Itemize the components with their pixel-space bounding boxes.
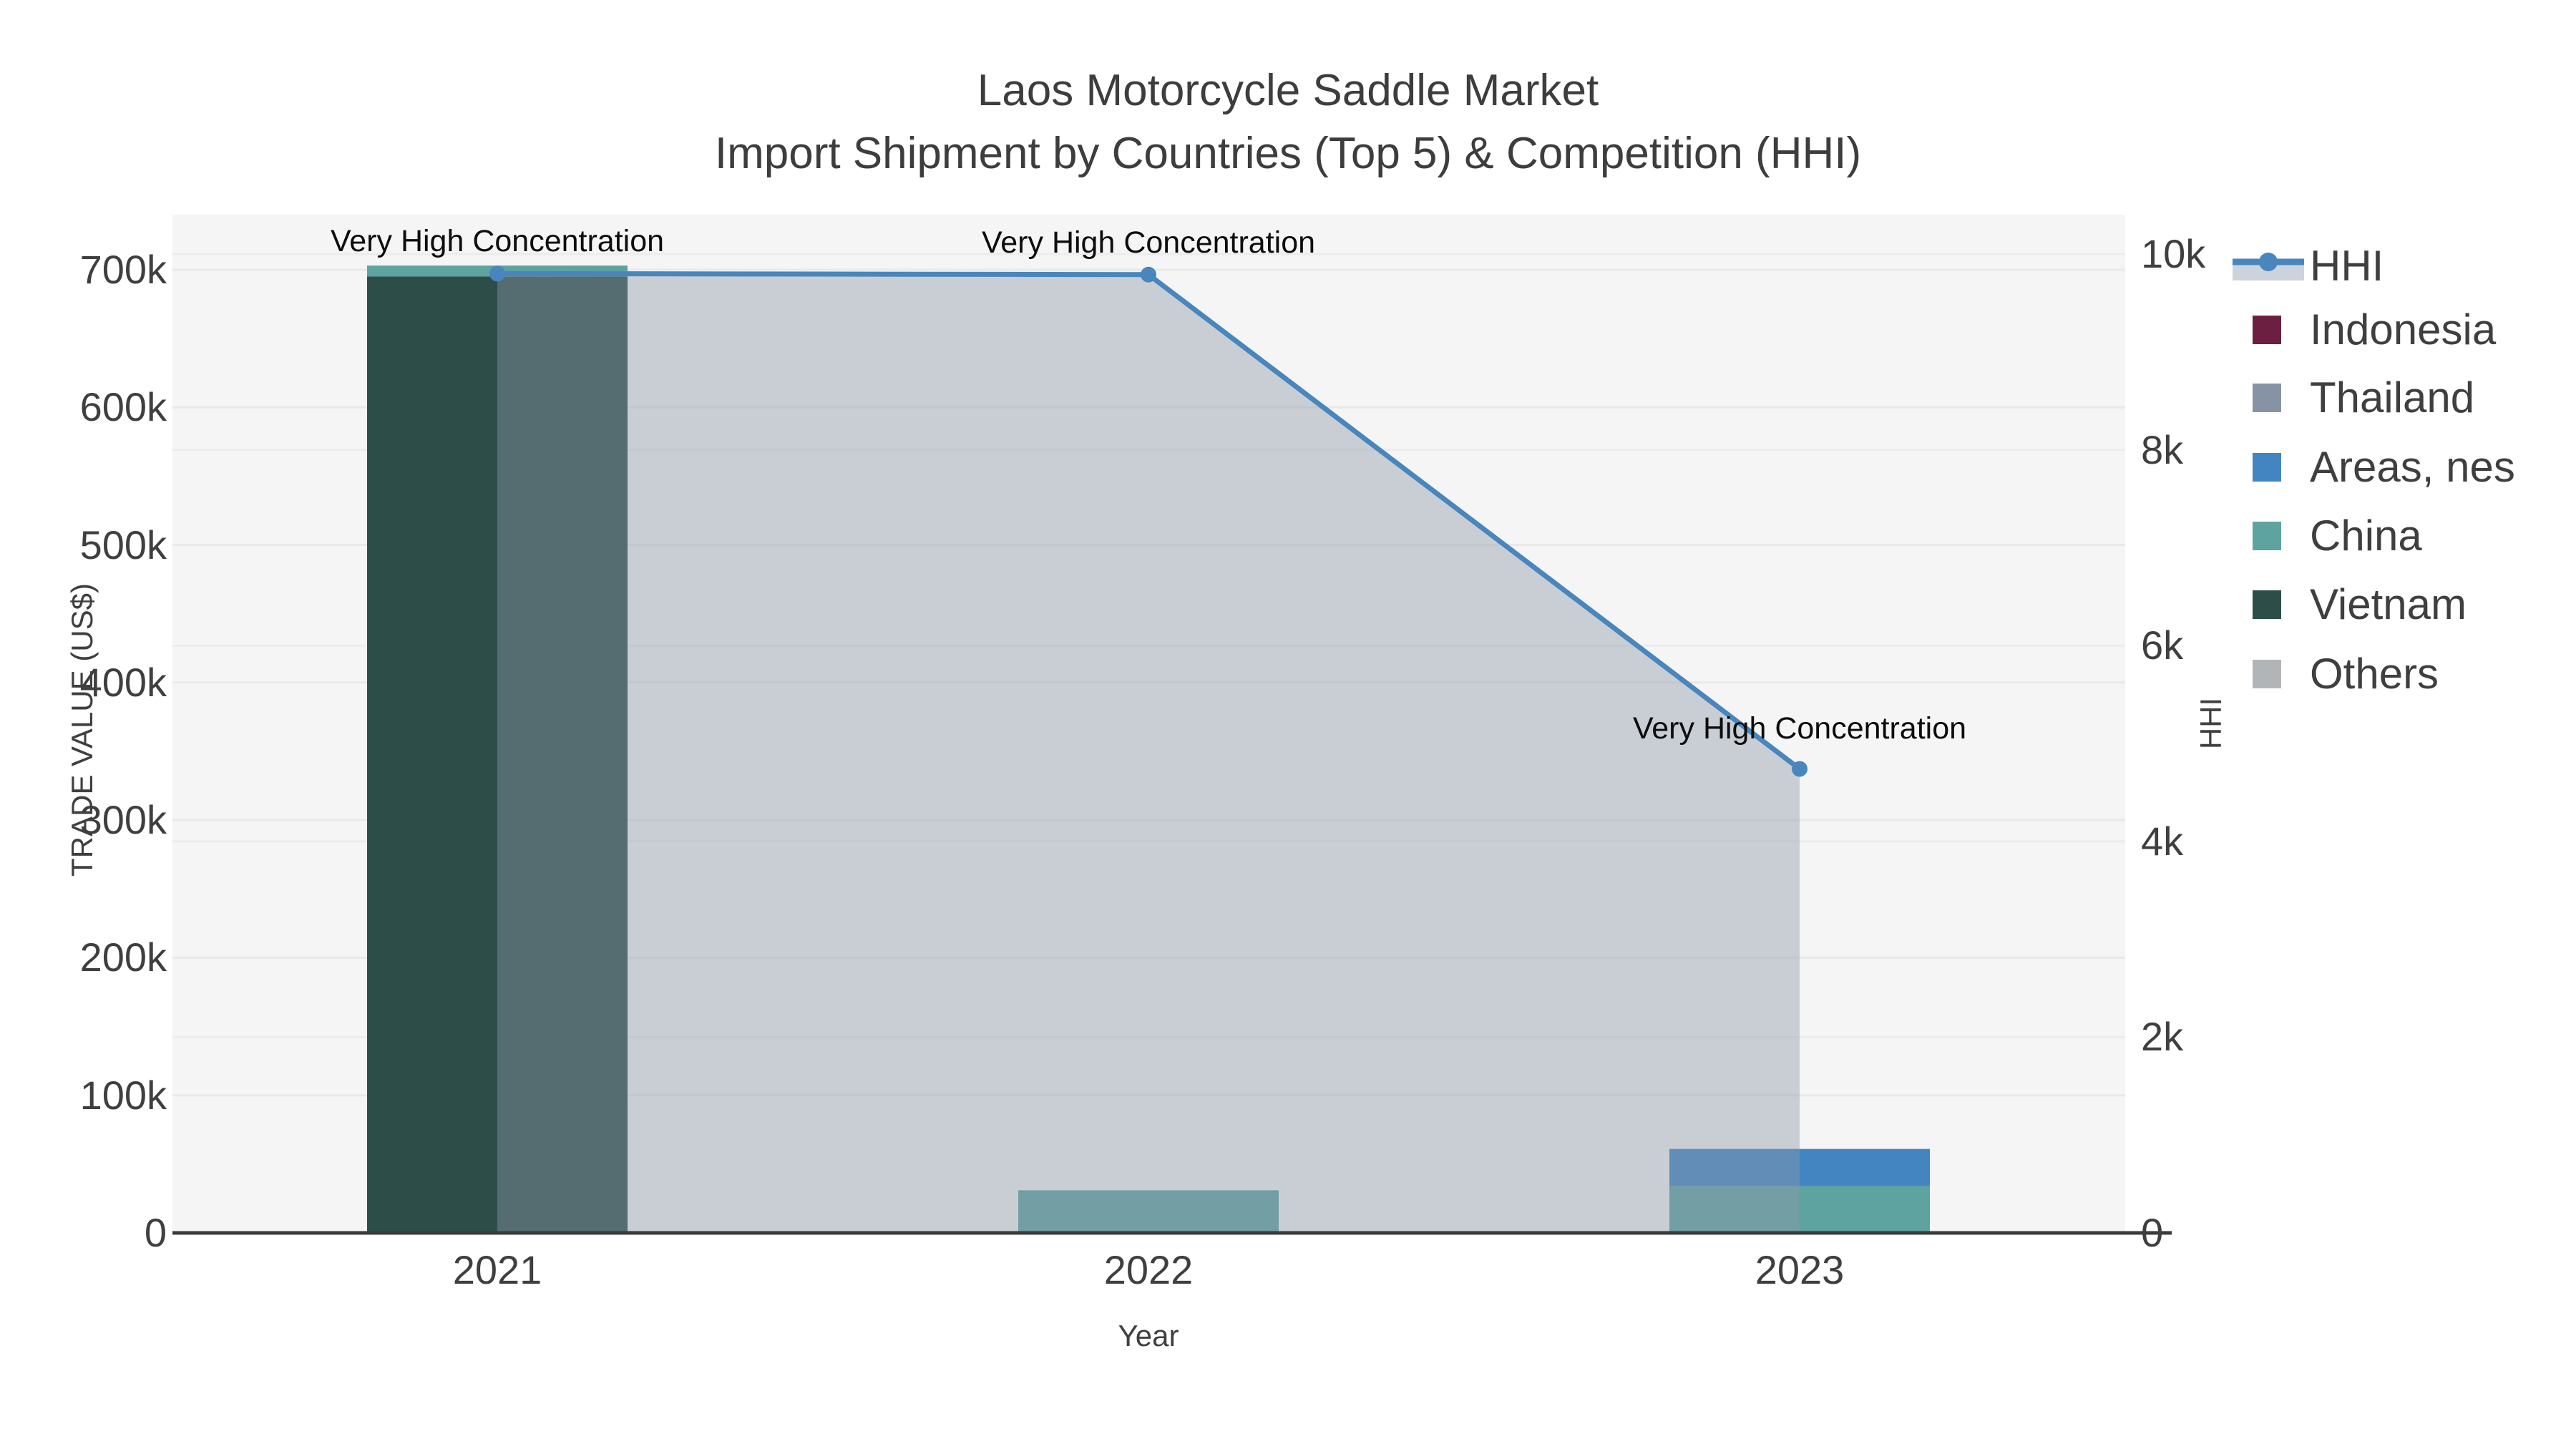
hhi-area	[497, 273, 1800, 1233]
bar-china-2022[interactable]	[1018, 1190, 1279, 1233]
hhi-point-2021[interactable]	[489, 265, 505, 282]
legend-item-thailand[interactable]: Thailand	[2227, 364, 2563, 431]
legend-label-china: China	[2310, 512, 2422, 560]
legend-item-china[interactable]: China	[2227, 502, 2563, 570]
hhi-point-2023[interactable]	[1792, 761, 1807, 777]
y-axis-right-title: HHI	[2194, 697, 2228, 750]
legend-swatch-vietnam	[2253, 590, 2281, 619]
legend-swatch-indonesia	[2253, 316, 2281, 344]
legend-swatch-areas-nes	[2253, 453, 2281, 482]
legend-label-others: Others	[2310, 650, 2439, 698]
legend-label-areas-nes: Areas, nes	[2310, 443, 2515, 491]
legend-label-hhi: HHI	[2310, 242, 2384, 290]
y-axis-left-title: TRADE VALUE (US$)	[65, 583, 99, 877]
legend-label-vietnam: Vietnam	[2310, 580, 2467, 628]
chart-title-line2: Import Shipment by Countries (Top 5) & C…	[714, 129, 1862, 178]
hhi-point-2022[interactable]	[1141, 266, 1156, 283]
legend-item-vietnam[interactable]: Vietnam	[2227, 571, 2563, 638]
bar-vietnam-2021[interactable]	[367, 276, 628, 1233]
legend-swatch-thailand	[2253, 384, 2281, 412]
legend-swatch-china	[2253, 522, 2281, 550]
legend-label-thailand: Thailand	[2310, 374, 2475, 421]
legend-item-areas-nes[interactable]: Areas, nes	[2227, 434, 2563, 501]
chart-title-line1: Laos Motorcycle Saddle Market	[977, 66, 1599, 115]
legend-item-indonesia[interactable]: Indonesia	[2227, 296, 2563, 364]
bar-china-2023[interactable]	[1669, 1186, 1930, 1233]
legend-label-indonesia: Indonesia	[2310, 306, 2497, 353]
legend-item-hhi[interactable]: HHI	[2227, 233, 2563, 300]
bar-areas-nes-2023[interactable]	[1669, 1148, 1930, 1186]
legend-swatch-others	[2253, 660, 2281, 688]
legend-item-others[interactable]: Others	[2227, 640, 2563, 708]
legend-swatch-hhi-line-icon	[2233, 253, 2304, 280]
x-axis-title: Year	[1118, 1319, 1179, 1352]
